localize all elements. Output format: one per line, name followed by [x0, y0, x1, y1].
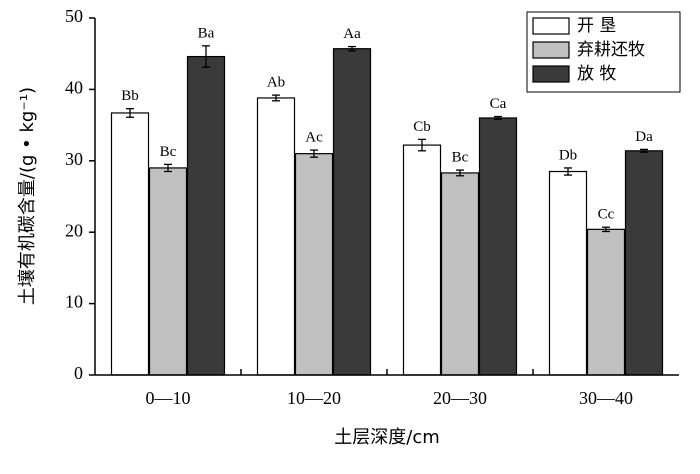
annotation: Aa	[343, 26, 361, 42]
annotation: Bc	[452, 150, 469, 166]
error-bar	[310, 149, 318, 158]
bar	[586, 228, 626, 376]
bar	[148, 167, 188, 376]
annotation: Ab	[267, 75, 285, 91]
bar	[186, 55, 226, 376]
error-bar	[456, 169, 464, 177]
error-bar	[602, 226, 610, 233]
bar	[294, 153, 334, 376]
bar	[110, 112, 150, 376]
bar	[332, 48, 372, 376]
y-axis-label: 土壤有机碳含量/(g • kg⁻¹)	[17, 87, 38, 305]
y-tick-label: 50	[65, 6, 83, 26]
y-tick-label: 30	[65, 149, 83, 169]
legend-swatch	[532, 65, 570, 83]
annotation: Db	[559, 147, 577, 163]
y-tick-label: 20	[65, 220, 83, 240]
bar	[478, 117, 518, 376]
legend-swatch	[532, 17, 570, 35]
annotation: Bc	[160, 144, 177, 160]
legend-label: 放 牧	[577, 64, 616, 84]
x-tick-label: 30—40	[579, 388, 633, 408]
error-bar	[272, 94, 280, 102]
legend-label: 弃耕还牧	[577, 40, 645, 60]
error-bar	[164, 163, 172, 173]
bar	[624, 150, 664, 376]
annotation: Cb	[413, 119, 431, 135]
annotation: Ac	[305, 130, 323, 146]
error-bar	[202, 45, 210, 68]
annotation: Da	[635, 129, 653, 145]
error-bar	[418, 138, 426, 152]
annotation: Bb	[121, 88, 139, 104]
error-bar	[564, 167, 572, 176]
annotation: Ba	[198, 25, 215, 41]
annotation: Cc	[598, 207, 615, 223]
error-bar	[640, 148, 648, 153]
y-tick-label: 10	[65, 292, 83, 312]
bar	[548, 170, 588, 376]
x-tick-label: 20—30	[433, 388, 487, 408]
error-bar	[348, 45, 356, 52]
bar	[440, 172, 480, 376]
annotation: Ca	[490, 96, 507, 112]
x-axis-label: 土层深度/cm	[334, 427, 440, 448]
y-tick-label: 40	[65, 78, 83, 98]
y-tick-label: 0	[74, 363, 83, 383]
error-bar	[494, 115, 502, 121]
x-tick-label: 10—20	[287, 388, 341, 408]
legend-swatch	[532, 41, 570, 59]
bar	[402, 144, 442, 376]
bar	[256, 97, 296, 376]
error-bar	[126, 108, 134, 118]
x-tick-label: 0—10	[146, 388, 191, 408]
legend-label: 开 垦	[577, 16, 616, 36]
